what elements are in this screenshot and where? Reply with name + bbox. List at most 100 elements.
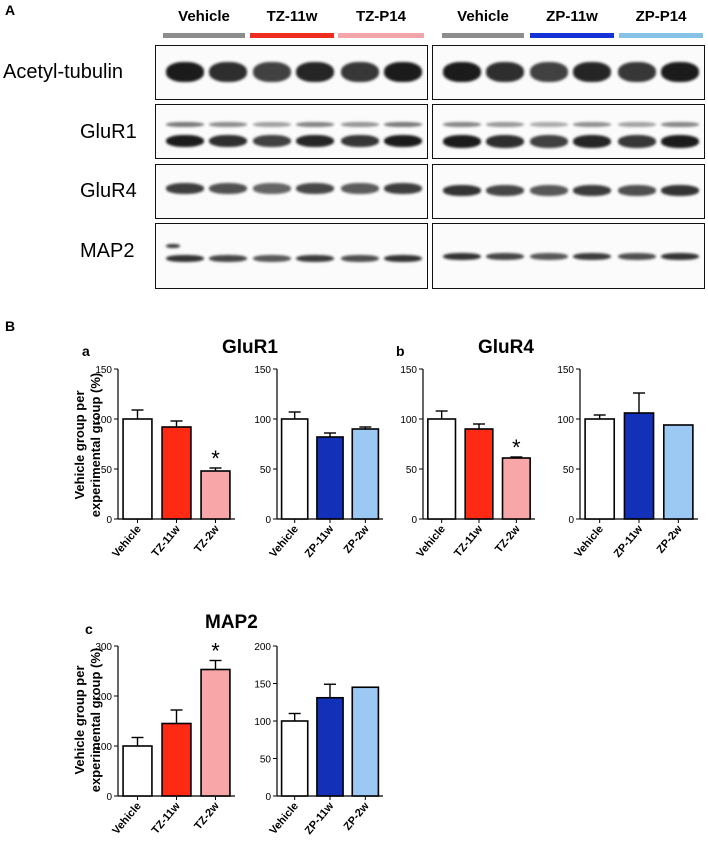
subpanel-b-title: GluR4	[478, 337, 534, 358]
blot-band	[166, 255, 204, 262]
blot-band	[530, 253, 568, 260]
blot-group-label-zp11w: ZP-11w	[546, 8, 598, 25]
bar	[316, 696, 344, 797]
x-tick-label: TZ-11w	[150, 800, 183, 837]
blot-band	[341, 122, 379, 127]
blot-band	[573, 185, 611, 196]
blot-band	[296, 122, 334, 127]
bar	[122, 745, 153, 797]
blot-band	[443, 135, 481, 148]
subpanel-b-letter: b	[396, 343, 405, 359]
x-tick-label: ZP-2w	[655, 523, 685, 556]
y-tick-label: 150	[557, 365, 574, 376]
blot-band	[166, 62, 204, 82]
x-tick-label: TZ-2w	[192, 800, 222, 832]
x-tick-label: ZP-11w	[612, 523, 646, 560]
x-tick-label: Vehicle	[414, 523, 448, 560]
blot-band	[253, 183, 291, 194]
bar	[122, 418, 153, 520]
y-tick-label: 150	[254, 680, 271, 691]
blot-band	[443, 62, 481, 82]
blot-band	[341, 62, 379, 82]
blot-band	[618, 185, 656, 196]
subpanel-a-letter: a	[82, 343, 90, 359]
y-tick-label: 100	[254, 717, 271, 728]
blot-band	[341, 135, 379, 147]
panel-b-letter: B	[5, 318, 16, 334]
significance-star: *	[512, 435, 521, 460]
bar	[584, 418, 616, 520]
panel-a-letter: A	[5, 2, 16, 18]
blot-group-bar-zpp14	[619, 33, 703, 38]
blot-band	[618, 122, 656, 127]
blot-band	[384, 183, 422, 194]
x-tick-label: Vehicle	[110, 523, 144, 560]
significance-star: *	[211, 639, 220, 664]
blot-band	[486, 185, 524, 196]
blot-group-label-vehicle-right: Vehicle	[457, 8, 509, 25]
bar	[501, 457, 531, 520]
blot-band	[661, 135, 699, 148]
bar	[662, 424, 694, 520]
blot-band	[209, 62, 247, 82]
bar	[200, 668, 231, 797]
bar	[161, 722, 192, 797]
blot-band	[573, 122, 611, 127]
bar	[464, 428, 494, 520]
y-tick-label: 100	[557, 415, 574, 426]
y-tick-label: 0	[265, 515, 271, 526]
blot-band	[486, 62, 524, 82]
subpanel-c-title: MAP2	[205, 612, 258, 633]
blot-band	[253, 122, 291, 127]
bar	[280, 720, 309, 797]
bar	[316, 436, 344, 520]
blot-band	[573, 135, 611, 148]
blot-band	[384, 62, 422, 82]
y-tick-label: 0	[106, 792, 112, 803]
blot-band	[341, 255, 379, 262]
blot-band	[530, 185, 568, 196]
bar	[623, 412, 655, 520]
y-tick-label: 100	[95, 742, 112, 753]
y-tick-label: 150	[400, 365, 417, 376]
y-tick-label: 300	[95, 642, 112, 653]
blot-band	[296, 62, 334, 82]
y-tick-label: 0	[568, 515, 574, 526]
blot-glur4-right	[432, 164, 705, 219]
x-tick-label: Vehicle	[110, 800, 144, 837]
blot-group-bar-vehicle-right	[442, 33, 524, 38]
y-tick-label: 100	[254, 415, 271, 426]
y-tick-label: 0	[106, 515, 112, 526]
y-tick-label: 100	[400, 415, 417, 426]
blot-row-label-glur1: GluR1	[80, 121, 137, 143]
blot-band	[486, 135, 524, 148]
blot-band	[296, 255, 334, 262]
blot-band	[618, 62, 656, 82]
x-tick-label: ZP-2w	[342, 800, 372, 833]
blot-row-label-acetyl-tubulin: Acetyl-tubulin	[3, 61, 124, 83]
subpanel-c-letter: c	[85, 621, 93, 637]
blot-group-bar-vehicle-left	[163, 33, 245, 38]
blot-glur1-left	[155, 104, 428, 159]
blot-band	[384, 255, 422, 262]
blot-band	[253, 135, 291, 147]
blot-group-label-vehicle-left: Vehicle	[178, 8, 230, 25]
blot-group-bar-tz11w	[250, 33, 334, 38]
y-tick-label: 150	[95, 365, 112, 376]
significance-star: *	[211, 446, 220, 471]
blot-band	[661, 62, 699, 82]
blot-band	[661, 122, 699, 127]
blot-band	[573, 62, 611, 82]
bar	[427, 418, 457, 520]
y-tick-label: 150	[254, 365, 271, 376]
blot-band	[443, 122, 481, 127]
blot-band	[573, 253, 611, 260]
blot-band	[253, 255, 291, 262]
x-tick-label: ZP-11w	[303, 800, 337, 837]
y-tick-label: 50	[260, 465, 272, 476]
blot-band	[530, 122, 568, 127]
blot-band	[341, 183, 379, 194]
blot-row-label-map2: MAP2	[80, 240, 135, 262]
blot-band	[296, 135, 334, 147]
